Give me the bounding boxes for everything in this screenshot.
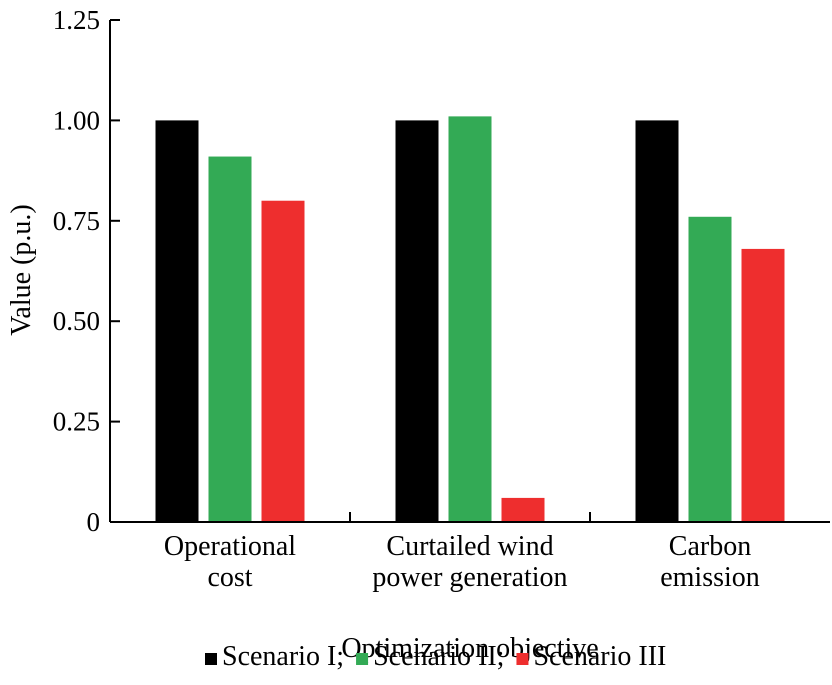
y-ticks-group: 0 0.25 0.50 0.75 1.00 1.25 xyxy=(53,5,120,537)
legend-swatch xyxy=(516,653,529,665)
category-label: Curtailed wind xyxy=(386,531,553,562)
category-label: cost xyxy=(207,562,252,593)
bar xyxy=(208,156,252,522)
bar xyxy=(741,248,785,523)
legend-swatch xyxy=(356,653,369,665)
legend-label: Scenario III xyxy=(533,641,666,672)
legend: Scenario I; Scenario II; Scenario III xyxy=(205,641,666,672)
x-ticks-group xyxy=(349,512,591,522)
bar xyxy=(501,497,545,522)
category-label: Operational xyxy=(164,531,296,562)
y-tick-label: 0.75 xyxy=(53,206,100,236)
y-axis-title: Value (p.u.) xyxy=(6,204,37,335)
bar xyxy=(688,216,732,522)
bar xyxy=(395,120,439,523)
category-label: power generation xyxy=(372,562,567,593)
legend-swatch xyxy=(205,653,217,665)
bar xyxy=(448,116,492,522)
legend-label: Scenario I; xyxy=(222,641,344,672)
bar xyxy=(261,200,305,522)
x-axis-title: Optimization objective xyxy=(341,633,598,664)
y-tick-label: 1.25 xyxy=(53,5,100,35)
bar xyxy=(155,120,199,523)
y-tick-label: 0.50 xyxy=(53,306,100,336)
y-tick-label: 1.00 xyxy=(53,105,100,135)
bar xyxy=(635,120,679,523)
y-tick-label: 0.25 xyxy=(53,407,100,437)
category-label: emission xyxy=(660,562,760,593)
bars-group xyxy=(155,116,785,523)
y-tick-label: 0 xyxy=(87,507,101,537)
legend-label: Scenario II; xyxy=(373,641,504,672)
category-label: Carbon xyxy=(669,531,751,562)
